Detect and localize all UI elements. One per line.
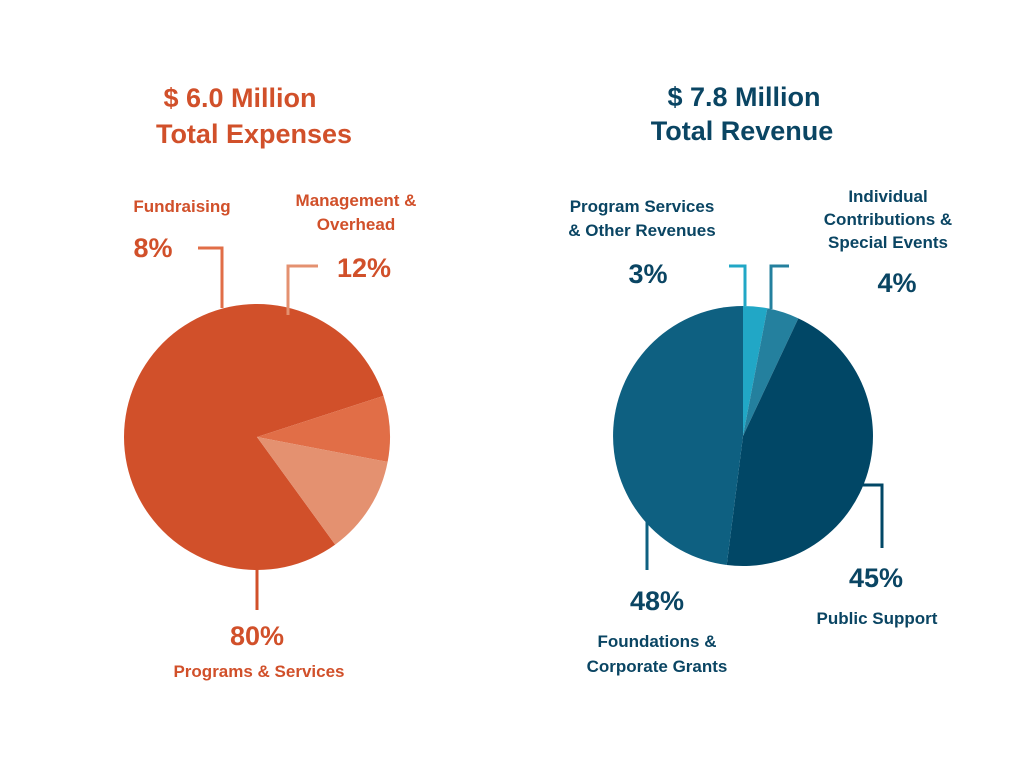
- programs-services-percent-label: 80%: [230, 621, 284, 651]
- expenses-title-line-2: Total Expenses: [156, 119, 352, 149]
- program-services-other-category-label: & Other Revenues: [568, 221, 715, 240]
- slice-public-support: [726, 318, 873, 566]
- individual-contributions-category-label: Contributions &: [824, 210, 952, 229]
- individual-contributions-category-label: Special Events: [828, 233, 948, 252]
- program-services-other-category-label: Program Services: [570, 197, 715, 216]
- individual-contributions-percent-label: 4%: [877, 268, 916, 298]
- management-overhead-category-label: Overhead: [317, 215, 395, 234]
- slice-programs-services: [124, 304, 384, 571]
- fundraising-category-label: Fundraising: [133, 197, 230, 216]
- foundations-grants-percent-label: 48%: [630, 586, 684, 616]
- individual-contributions-leader-line: [769, 264, 789, 309]
- revenue-title-line-2: Total Revenue: [651, 116, 834, 146]
- slice-program-services-other: [743, 306, 768, 436]
- public-support-percent-label: 45%: [849, 563, 903, 593]
- individual-contributions-category-label: Individual: [848, 187, 927, 206]
- fundraising-percent-label: 8%: [133, 233, 172, 263]
- foundations-grants-category-label: Foundations &: [598, 632, 717, 651]
- slice-fundraising: [257, 395, 390, 462]
- program-services-other-percent-label: 3%: [628, 259, 667, 289]
- slice-individual-contributions: [743, 308, 799, 436]
- revenue-title-line-1: $ 7.8 Million: [667, 82, 820, 112]
- program-services-other-leader-line: [729, 264, 747, 306]
- management-overhead-percent-label: 12%: [337, 253, 391, 283]
- slice-foundations-grants: [613, 306, 743, 565]
- foundations-grants-category-label: Corporate Grants: [587, 657, 728, 676]
- fundraising-leader-line: [198, 246, 224, 308]
- programs-services-category-label: Programs & Services: [173, 662, 344, 681]
- public-support-leader-line: [850, 483, 884, 548]
- slice-management-overhead: [257, 437, 388, 545]
- expenses-title-line-1: $ 6.0 Million: [163, 83, 316, 113]
- management-overhead-category-label: Management &: [296, 191, 417, 210]
- public-support-category-label: Public Support: [817, 609, 938, 628]
- management-overhead-leader-line: [286, 264, 318, 315]
